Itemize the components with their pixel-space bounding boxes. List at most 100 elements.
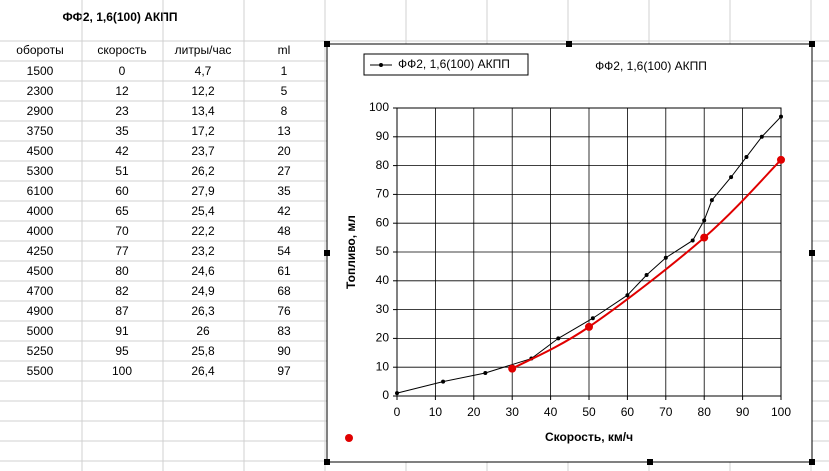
cell-value: 2900 (27, 104, 54, 118)
data-point (644, 273, 649, 278)
cell-value: 0 (119, 64, 126, 78)
cell-value: 42 (115, 144, 129, 158)
cell-value: 23,7 (191, 144, 215, 158)
legend-label: ФФ2, 1,6(100) АКПП (398, 57, 510, 71)
cell-value: 26,4 (191, 364, 215, 378)
cell-value: 61 (277, 264, 291, 278)
cell-value: 87 (115, 304, 129, 318)
y-tick-label: 20 (376, 331, 390, 345)
chart-title: ФФ2, 1,6(100) АКПП (595, 59, 707, 73)
cell-value: 1 (281, 64, 288, 78)
cell-value: 97 (277, 364, 291, 378)
y-tick-label: 70 (376, 187, 390, 201)
x-tick-label: 70 (659, 405, 673, 419)
cell-value: 4250 (27, 244, 54, 258)
cell-value: 100 (112, 364, 132, 378)
x-tick-label: 30 (506, 405, 520, 419)
data-point (690, 238, 695, 243)
cell-value: 8 (281, 104, 288, 118)
cell-value: 27 (277, 164, 291, 178)
y-tick-label: 50 (376, 244, 390, 258)
cell-value: 20 (277, 144, 291, 158)
series-line (511, 159, 782, 370)
cell-value: 5500 (27, 364, 54, 378)
cell-value: 35 (277, 184, 291, 198)
cell-value: 23,2 (191, 244, 215, 258)
cell-value: 4700 (27, 284, 54, 298)
cell-value: 25,4 (191, 204, 215, 218)
cell-value: 4000 (27, 224, 54, 238)
cell-value: 12,2 (191, 84, 215, 98)
cell-value: 1500 (27, 64, 54, 78)
column-header: скорость (97, 43, 146, 57)
cell-value: 60 (115, 184, 129, 198)
data-point (777, 155, 785, 164)
cell-value: 4900 (27, 304, 54, 318)
data-point (744, 154, 749, 159)
cell-value: 25,8 (191, 344, 215, 358)
legend-marker (345, 434, 353, 442)
cell-value: 83 (277, 324, 291, 338)
cell-value: 4500 (27, 144, 54, 158)
cell-value: 26 (196, 324, 210, 338)
cell-value: 13 (277, 124, 291, 138)
legend-marker (379, 63, 383, 67)
cell-value: 35 (115, 124, 129, 138)
data-point (483, 370, 488, 375)
cell-value: 68 (277, 284, 291, 298)
cell-value: 65 (115, 204, 129, 218)
cell-value: 23 (115, 104, 129, 118)
y-tick-label: 0 (382, 388, 389, 402)
y-tick-label: 10 (376, 359, 390, 373)
x-tick-label: 20 (467, 405, 481, 419)
cell-value: 24,6 (191, 264, 215, 278)
y-axis-label: Топливо, мл (344, 215, 358, 289)
cell-value: 26,3 (191, 304, 215, 318)
column-header: обороты (16, 43, 63, 57)
x-tick-label: 0 (394, 405, 401, 419)
data-point (625, 293, 630, 298)
cell-value: 4000 (27, 204, 54, 218)
cell-value: 26,2 (191, 164, 215, 178)
cell-value: 95 (115, 344, 129, 358)
cell-value: 4,7 (195, 64, 212, 78)
x-axis-label: Скорость, км/ч (545, 430, 633, 444)
x-tick-label: 90 (736, 405, 750, 419)
cell-value: 90 (277, 344, 291, 358)
x-tick-label: 60 (621, 405, 635, 419)
chart-object[interactable] (326, 43, 813, 463)
data-point (700, 233, 709, 242)
cell-value: 27,9 (191, 184, 215, 198)
cell-value: 24,9 (191, 284, 215, 298)
cell-value: 76 (277, 304, 291, 318)
x-tick-label: 100 (771, 405, 791, 419)
y-tick-label: 90 (376, 129, 390, 143)
x-tick-label: 50 (582, 405, 596, 419)
cell-value: 4500 (27, 264, 54, 278)
data-point (779, 114, 783, 119)
cell-value: 12 (115, 84, 129, 98)
y-tick-label: 100 (369, 100, 389, 114)
cell-value: 77 (115, 244, 129, 258)
cell-value: 17,2 (191, 124, 215, 138)
cell-value: 54 (277, 244, 291, 258)
y-tick-label: 40 (376, 273, 390, 287)
data-point (590, 316, 595, 321)
data-point (585, 322, 593, 331)
sheet-title: ФФ2, 1,6(100) АКПП (63, 10, 178, 24)
cell-value: 6100 (27, 184, 54, 198)
data-point (709, 198, 714, 203)
cell-value: 48 (277, 224, 291, 238)
data-point (395, 391, 399, 396)
cell-value: 5250 (27, 344, 54, 358)
cell-value: 91 (115, 324, 129, 338)
data-point (441, 379, 446, 384)
y-tick-label: 80 (376, 158, 390, 172)
selection-handles (324, 41, 815, 465)
data-point (729, 175, 734, 180)
cell-value: 22,2 (191, 224, 215, 238)
cell-value: 42 (277, 204, 291, 218)
x-tick-label: 10 (429, 405, 443, 419)
y-tick-label: 30 (376, 302, 390, 316)
